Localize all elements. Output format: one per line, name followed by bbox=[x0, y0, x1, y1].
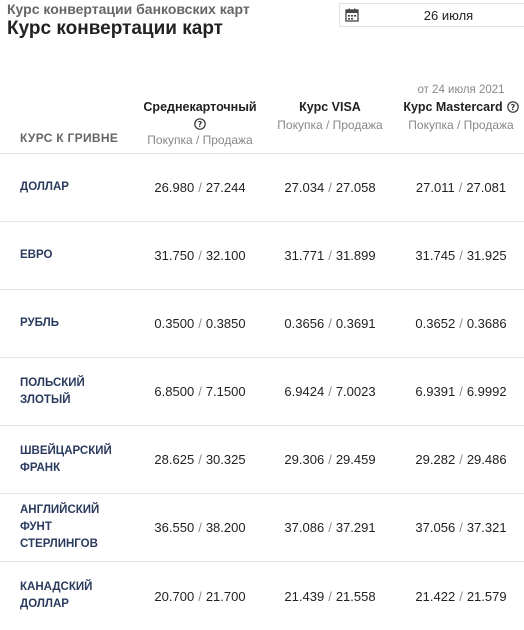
sell-rate: 31.925 bbox=[466, 248, 507, 263]
buy-rate: 21.439 bbox=[284, 588, 325, 604]
rate-cell: 31.745/31.925 bbox=[415, 248, 507, 263]
rate-cell: 28.625/30.325 bbox=[154, 452, 246, 467]
buy-rate: 31.745 bbox=[415, 248, 456, 263]
rate-cell: 37.086/37.291 bbox=[284, 520, 376, 535]
sell-rate: 0.3686 bbox=[466, 316, 507, 331]
rates-table: ДОЛЛАР 26.980/27.244 27.034/27.058 27.01… bbox=[0, 153, 524, 630]
rates-date-note: от 24 июля 2021 bbox=[417, 84, 505, 96]
sell-rate: 30.325 bbox=[205, 452, 246, 467]
buy-rate: 6.9424 bbox=[284, 384, 325, 399]
rate-cell: 0.3652/0.3686 bbox=[415, 316, 507, 331]
help-icon[interactable]: ? bbox=[506, 101, 519, 113]
sell-rate: 37.291 bbox=[335, 520, 376, 535]
rate-cell: 26.980/27.244 bbox=[154, 180, 246, 195]
buy-rate: 36.550 bbox=[154, 520, 195, 535]
column-header-visa: Курс VISA Покупка / Продажа bbox=[270, 100, 390, 132]
table-row: ПОЛЬСКИЙ ЗЛОТЫЙ 6.8500/7.1500 6.9424/7.0… bbox=[0, 358, 524, 426]
currency-name: ПОЛЬСКИЙ ЗЛОТЫЙ bbox=[20, 376, 85, 406]
rate-cell: 27.034/27.058 bbox=[284, 180, 376, 195]
sell-rate: 31.899 bbox=[335, 248, 376, 263]
sell-rate: 27.058 bbox=[335, 180, 376, 195]
rate-cell: 29.282/29.486 bbox=[415, 452, 507, 467]
buy-rate: 29.282 bbox=[415, 452, 456, 467]
buy-rate: 29.306 bbox=[284, 452, 325, 467]
sell-rate: 38.200 bbox=[205, 520, 246, 535]
page-title: Курс конвертации карт bbox=[7, 18, 223, 39]
buy-rate: 31.771 bbox=[284, 248, 325, 263]
table-row: ЕВРО 31.750/32.100 31.771/31.899 31.745/… bbox=[0, 222, 524, 290]
currency-name: КАНАДСКИЙ ДОЛЛАР bbox=[20, 581, 93, 610]
sell-rate: 21.558 bbox=[335, 588, 376, 604]
date-picker[interactable]: 26 июля bbox=[339, 3, 524, 27]
rate-cell: 6.9424/7.0023 bbox=[284, 384, 376, 399]
rate-cell: 6.8500/7.1500 bbox=[154, 384, 246, 399]
rate-cell: 31.750/32.100 bbox=[154, 248, 246, 263]
column-header-average: Среднекарточный ? Покупка / Продажа bbox=[140, 100, 260, 147]
help-icon[interactable]: ? bbox=[194, 118, 206, 130]
table-row: КАНАДСКИЙ ДОЛЛАР 20.700/21.700 21.439/21… bbox=[0, 562, 524, 630]
sell-rate: 21.579 bbox=[466, 588, 507, 604]
buy-rate: 28.625 bbox=[154, 452, 195, 467]
buy-rate: 0.3500 bbox=[154, 316, 195, 331]
buy-rate: 31.750 bbox=[154, 248, 195, 263]
table-row: РУБЛЬ 0.3500/0.3850 0.3656/0.3691 0.3652… bbox=[0, 290, 524, 358]
currency-name: ЕВРО bbox=[20, 249, 53, 261]
column-title: Среднекарточный bbox=[143, 100, 257, 114]
sell-rate: 37.321 bbox=[466, 520, 507, 535]
sell-rate: 7.0023 bbox=[335, 384, 376, 399]
rate-cell: 0.3500/0.3850 bbox=[154, 316, 246, 331]
sell-rate: 27.244 bbox=[205, 180, 246, 195]
column-title: Курс VISA bbox=[299, 100, 361, 114]
rate-cell: 21.422/21.579 bbox=[415, 588, 507, 604]
rate-cell: 0.3656/0.3691 bbox=[284, 316, 376, 331]
column-title: Курс Mastercard bbox=[403, 100, 503, 114]
rate-cell: 31.771/31.899 bbox=[284, 248, 376, 263]
sell-rate: 32.100 bbox=[205, 248, 246, 263]
currency-name: ШВЕЙЦАРСКИЙ ФРАНК bbox=[20, 444, 112, 474]
table-row: ШВЕЙЦАРСКИЙ ФРАНК 28.625/30.325 29.306/2… bbox=[0, 426, 524, 494]
buy-rate: 27.034 bbox=[284, 180, 325, 195]
table-row: АНГЛИЙСКИЙ ФУНТ СТЕРЛИНГОВ 36.550/38.200… bbox=[0, 494, 524, 562]
column-header-mastercard: Курс Mastercard ? Покупка / Продажа bbox=[398, 100, 524, 132]
buy-rate: 37.086 bbox=[284, 520, 325, 535]
rate-cell: 6.9391/6.9992 bbox=[415, 384, 507, 399]
buy-rate: 6.8500 bbox=[154, 384, 195, 399]
row-header-label: КУРС К ГРИВНЕ bbox=[20, 131, 119, 145]
buy-rate: 0.3656 bbox=[284, 316, 325, 331]
sell-rate: 0.3691 bbox=[335, 316, 376, 331]
column-subtitle: Покупка / Продажа bbox=[408, 118, 514, 132]
buy-rate: 37.056 bbox=[415, 520, 456, 535]
buy-rate: 21.422 bbox=[415, 588, 456, 604]
sell-rate: 7.1500 bbox=[205, 384, 246, 399]
svg-text:?: ? bbox=[510, 103, 515, 112]
buy-rate: 6.9391 bbox=[415, 384, 456, 399]
svg-text:?: ? bbox=[198, 120, 203, 129]
rate-cell: 21.439/21.558 bbox=[284, 588, 376, 604]
buy-rate: 26.980 bbox=[154, 180, 195, 195]
currency-name: РУБЛЬ bbox=[20, 317, 59, 329]
buy-rate: 0.3652 bbox=[415, 316, 456, 331]
sell-rate: 29.459 bbox=[335, 452, 376, 467]
currency-name: ДОЛЛАР bbox=[20, 181, 69, 193]
column-subtitle: Покупка / Продажа bbox=[147, 133, 253, 147]
rate-cell: 29.306/29.459 bbox=[284, 452, 376, 467]
rate-cell: 37.056/37.321 bbox=[415, 520, 507, 535]
currency-name: АНГЛИЙСКИЙ ФУНТ СТЕРЛИНГОВ bbox=[20, 504, 100, 550]
sell-rate: 21.700 bbox=[205, 588, 246, 604]
rate-cell: 36.550/38.200 bbox=[154, 520, 246, 535]
sell-rate: 6.9992 bbox=[466, 384, 507, 399]
rate-cell: 27.011/27.081 bbox=[415, 180, 507, 195]
table-row: ДОЛЛАР 26.980/27.244 27.034/27.058 27.01… bbox=[0, 154, 524, 222]
breadcrumb[interactable]: Курс конвертации банковских карт bbox=[7, 1, 250, 17]
buy-rate: 27.011 bbox=[415, 180, 455, 195]
column-subtitle: Покупка / Продажа bbox=[277, 118, 383, 132]
buy-rate: 20.700 bbox=[154, 588, 195, 604]
sell-rate: 0.3850 bbox=[205, 316, 246, 331]
sell-rate: 27.081 bbox=[466, 180, 507, 195]
sell-rate: 29.486 bbox=[466, 452, 507, 467]
calendar-icon bbox=[345, 8, 359, 22]
rate-cell: 20.700/21.700 bbox=[154, 588, 246, 604]
date-value[interactable]: 26 июля bbox=[423, 7, 474, 23]
